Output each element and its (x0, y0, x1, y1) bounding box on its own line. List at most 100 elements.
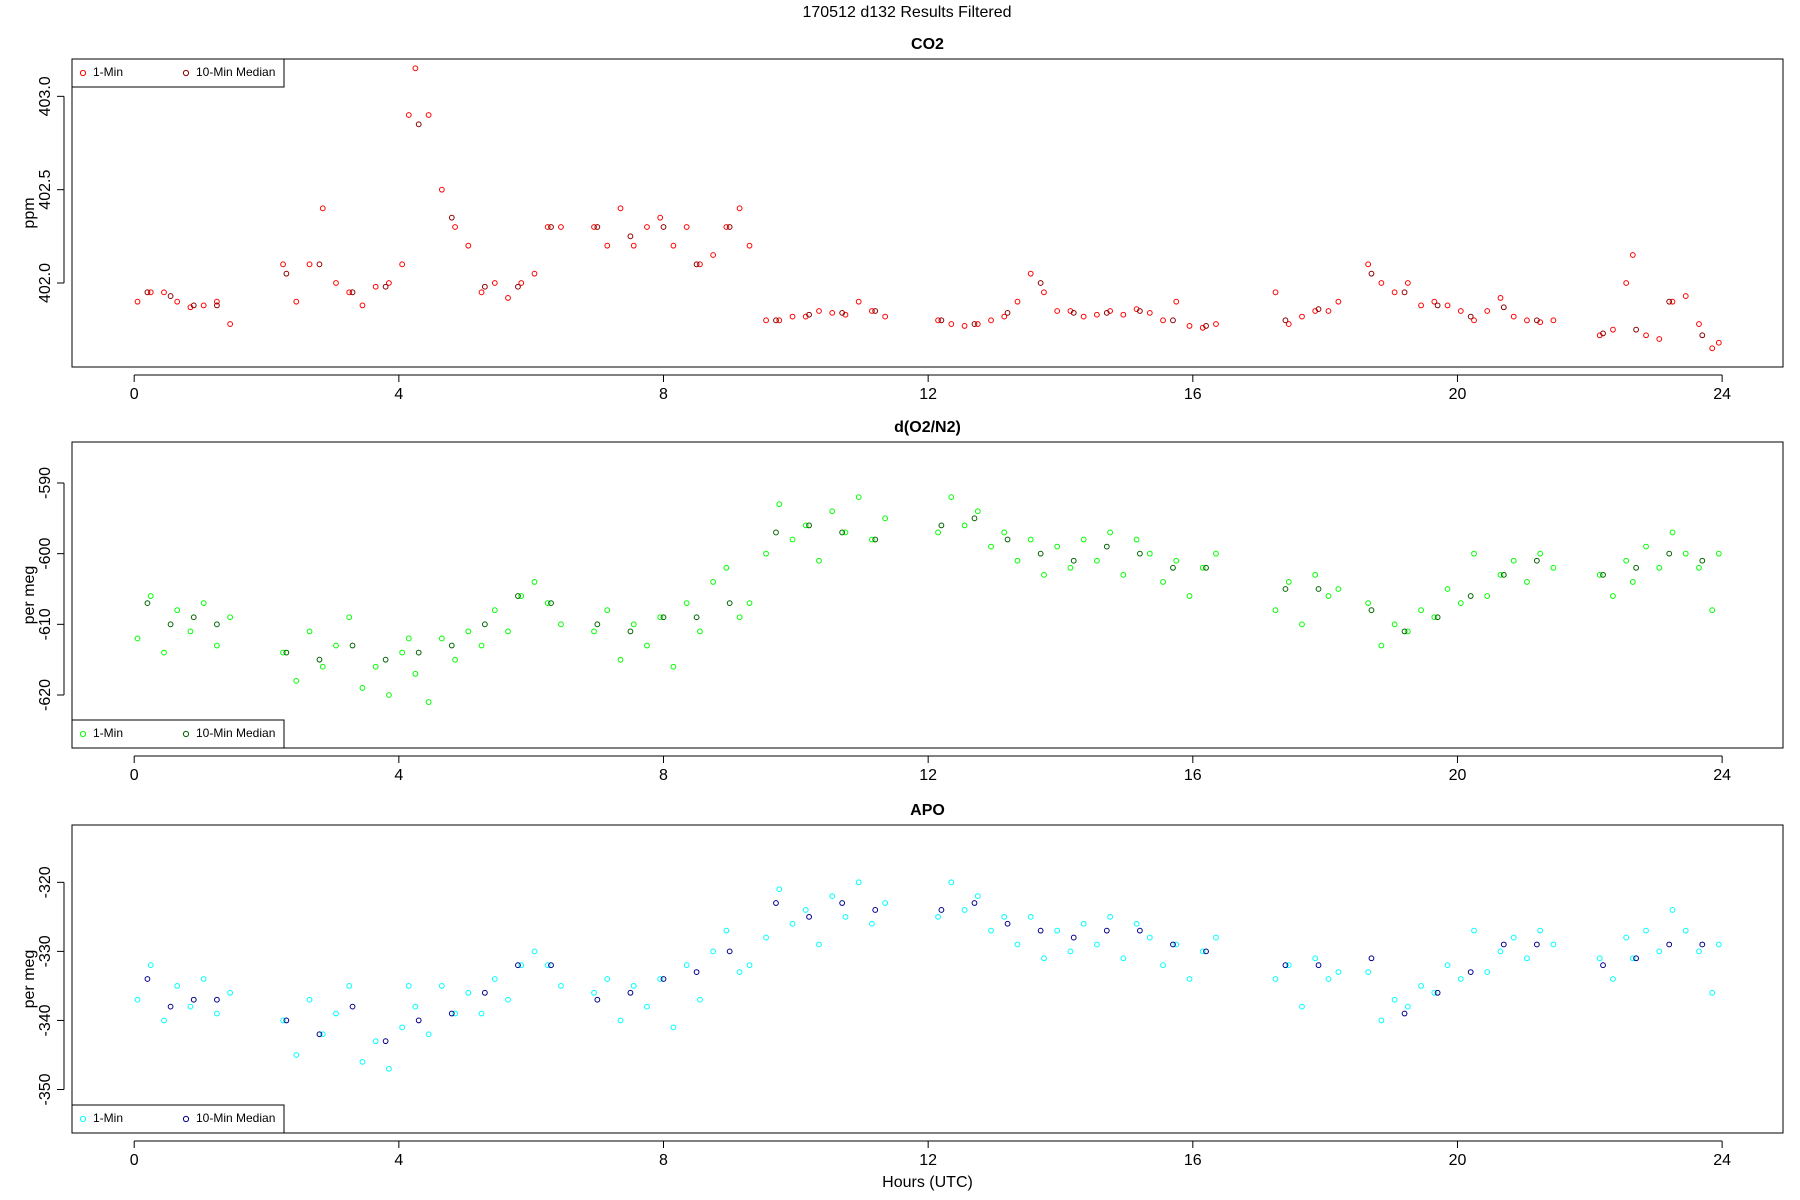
point (763, 934, 769, 941)
point (1368, 607, 1375, 614)
point (971, 900, 978, 906)
y-tick-label: -340 (37, 1004, 54, 1036)
point (1070, 934, 1077, 941)
point (869, 920, 875, 927)
point (481, 283, 488, 290)
point (438, 186, 445, 193)
point (1335, 298, 1342, 305)
point (1041, 289, 1047, 296)
point (1484, 969, 1491, 975)
point (412, 65, 419, 72)
plot-frame (71, 441, 1784, 749)
point (1401, 1010, 1408, 1017)
point (1199, 564, 1206, 571)
point (1391, 289, 1398, 296)
point (544, 600, 551, 607)
point (696, 261, 703, 268)
point (657, 976, 664, 982)
point (938, 317, 945, 324)
point (147, 962, 154, 969)
point (1014, 298, 1021, 305)
point (1027, 913, 1034, 920)
point (372, 1038, 379, 1045)
point (974, 893, 981, 900)
point (465, 989, 472, 996)
point (789, 920, 796, 927)
point (1629, 579, 1636, 585)
point (1643, 543, 1649, 550)
x-tick-label: 0 (130, 386, 139, 403)
point (227, 614, 234, 621)
point (161, 649, 167, 656)
point (935, 317, 941, 324)
x-tick-label: 12 (919, 767, 937, 784)
point (386, 280, 392, 286)
point (1136, 308, 1143, 314)
point (1203, 564, 1209, 571)
point (1080, 313, 1087, 320)
point (683, 600, 690, 607)
point (319, 663, 326, 670)
point (1335, 586, 1342, 592)
point (531, 270, 538, 277)
y-tick-label: -350 (37, 1073, 54, 1105)
point (1709, 989, 1716, 996)
point (1524, 579, 1530, 585)
point (1080, 536, 1087, 543)
point (1133, 536, 1140, 543)
point (548, 224, 554, 230)
point (882, 900, 889, 906)
point (1368, 270, 1375, 277)
point (1471, 550, 1477, 557)
x-tick-label: 0 (130, 1152, 139, 1169)
point (802, 522, 809, 529)
point (839, 309, 846, 316)
point (1610, 976, 1616, 982)
point (1666, 941, 1673, 948)
point (1404, 280, 1411, 286)
point (630, 242, 637, 249)
point (710, 579, 717, 585)
point (505, 996, 511, 1003)
point (161, 1017, 167, 1024)
point (359, 685, 366, 691)
point (478, 642, 485, 649)
point (425, 112, 432, 118)
point (627, 628, 634, 635)
point (693, 969, 700, 975)
point (481, 621, 488, 628)
point (200, 302, 207, 309)
x-tick-label: 24 (1713, 386, 1731, 403)
point (1067, 948, 1074, 955)
point (971, 321, 978, 327)
point (1431, 614, 1438, 621)
point (872, 536, 879, 543)
point (359, 1058, 366, 1065)
point (670, 663, 677, 670)
point (1524, 955, 1530, 962)
point (604, 976, 611, 982)
panel-title: d(O2/N2) (894, 419, 961, 436)
point (452, 1010, 458, 1017)
point (746, 962, 753, 969)
point (660, 224, 667, 230)
point (1715, 339, 1722, 346)
point (1160, 579, 1166, 585)
point (438, 635, 445, 642)
point (491, 976, 498, 982)
point (842, 529, 849, 536)
point (1365, 600, 1372, 607)
point (938, 522, 945, 529)
point (1715, 550, 1722, 557)
point (1067, 564, 1074, 571)
point (213, 621, 220, 628)
point (1391, 996, 1398, 1003)
point (1497, 295, 1504, 301)
point (1418, 607, 1424, 614)
point (280, 1017, 286, 1024)
point (1550, 317, 1557, 324)
legend-symbol (79, 1115, 87, 1123)
point (333, 642, 339, 649)
point (518, 593, 525, 599)
